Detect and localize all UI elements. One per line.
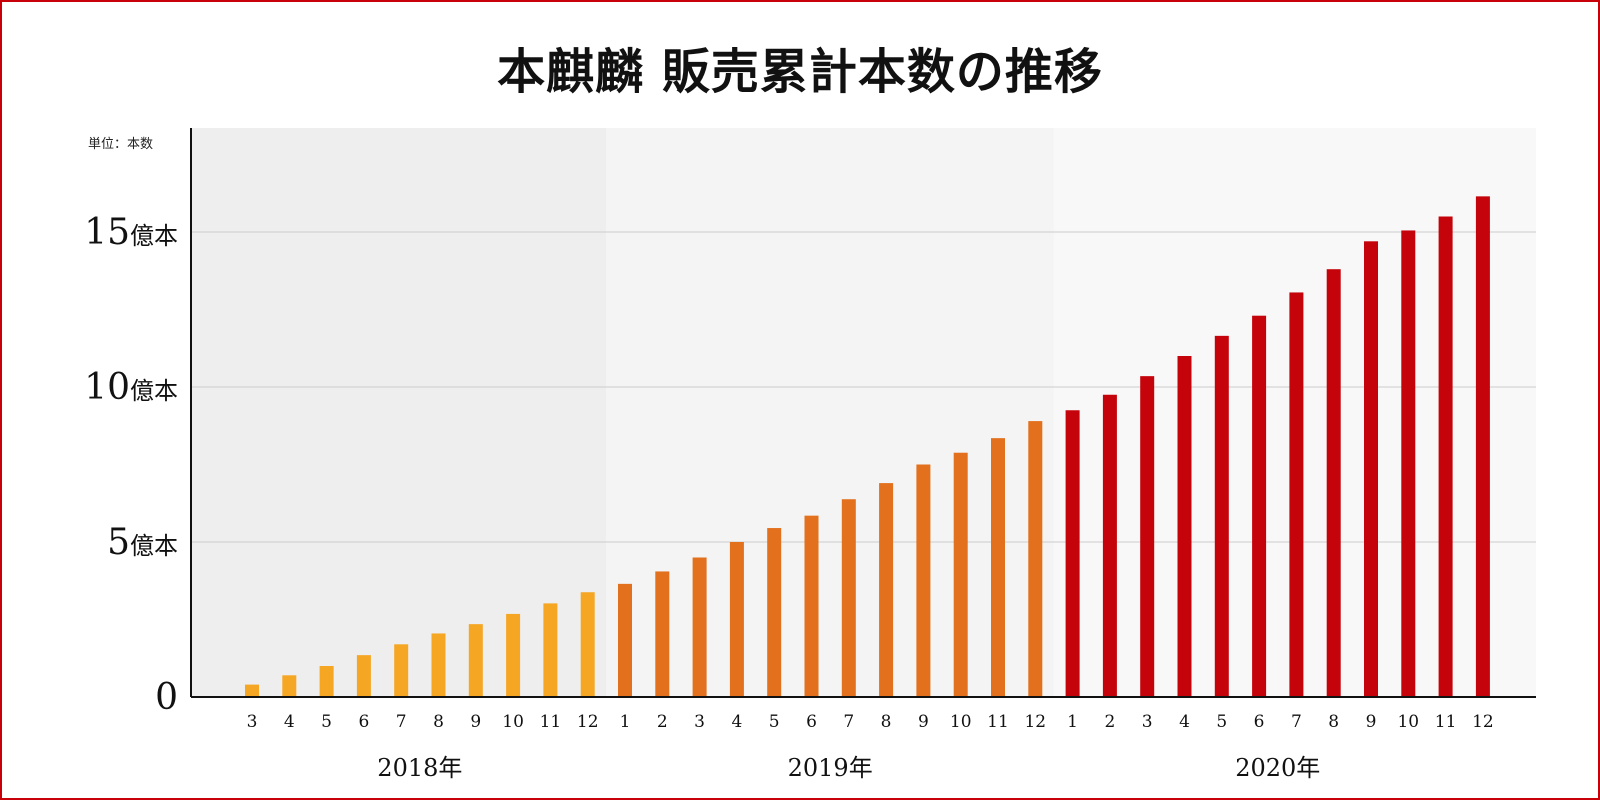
x-tick-label: 5 <box>1216 712 1227 732</box>
year-label: 2019年 <box>788 754 873 782</box>
x-tick-label: 10 <box>1397 712 1419 732</box>
bar <box>1140 376 1155 697</box>
x-tick-label: 2 <box>657 712 668 732</box>
x-tick-label: 4 <box>284 712 295 732</box>
x-tick-label: 11 <box>987 712 1009 732</box>
bar <box>767 528 782 697</box>
bar <box>692 557 707 697</box>
bar <box>804 515 819 697</box>
x-tick-label: 10 <box>502 712 524 732</box>
y-tick-label: 15億本 <box>84 212 178 253</box>
bar <box>431 633 446 697</box>
x-tick-label: 2 <box>1104 712 1115 732</box>
bar <box>543 603 558 697</box>
unit-label: 単位：本数 <box>88 137 154 152</box>
bar <box>356 655 371 697</box>
bars <box>245 196 1490 698</box>
bar <box>468 624 483 697</box>
bar <box>1028 421 1043 697</box>
gridlines <box>191 231 1536 543</box>
x-tick-label: 3 <box>1142 712 1153 732</box>
bar <box>282 675 297 697</box>
x-tick-label: 12 <box>1472 712 1494 732</box>
x-tick-label: 7 <box>1291 712 1302 732</box>
bar <box>916 464 931 697</box>
x-tick-label: 7 <box>843 712 854 732</box>
bar <box>1475 196 1490 697</box>
bar <box>1364 241 1378 698</box>
year-band <box>191 128 607 697</box>
x-tick-label: 9 <box>918 712 929 732</box>
x-tick-label: 11 <box>540 712 562 732</box>
x-tick-label: 6 <box>1254 712 1265 732</box>
year-band <box>606 128 1054 697</box>
x-tick-label: 6 <box>806 712 817 732</box>
x-tick-label: 8 <box>433 712 444 732</box>
x-tick-label: 5 <box>321 712 332 732</box>
bar <box>1102 394 1117 697</box>
x-tick-label: 3 <box>247 712 258 732</box>
bar <box>1214 335 1229 697</box>
y-tick-label: 10億本 <box>84 367 178 408</box>
x-tick-label: 1 <box>620 712 631 732</box>
x-tick-label: 1 <box>1067 712 1078 732</box>
x-tick-label: 10 <box>950 712 972 732</box>
x-tick-label: 7 <box>396 712 407 732</box>
bar <box>655 571 670 697</box>
bar <box>1252 315 1267 697</box>
bar <box>1401 230 1416 697</box>
x-tick-labels: 3 4 5 6 7 8 9 10 11 12 1 2 3 4 5 6 7 8 9 10 11 12 1 2 3 4 5 6 7 8 9 10 1… <box>247 712 1494 732</box>
bar <box>1065 410 1080 697</box>
bar <box>1177 356 1192 697</box>
x-tick-label: 8 <box>1328 712 1339 732</box>
bar <box>1438 216 1453 697</box>
bar <box>1289 292 1304 697</box>
bar <box>245 684 259 697</box>
x-tick-label: 9 <box>1366 712 1377 732</box>
bar <box>394 644 409 697</box>
chart-title: 本麒麟 販売累計本数の推移 <box>497 44 1103 100</box>
bar <box>879 483 894 697</box>
x-tick-label: 12 <box>1024 712 1046 732</box>
bar <box>506 613 521 697</box>
y-tick-label: 5億本 <box>107 522 178 563</box>
bar <box>1326 269 1341 697</box>
bar <box>580 592 595 697</box>
bar <box>991 438 1005 697</box>
bar <box>618 583 632 697</box>
year-label: 2020年 <box>1235 754 1320 782</box>
year-label: 2018年 <box>377 754 462 782</box>
x-tick-label: 6 <box>358 712 369 732</box>
x-tick-label: 12 <box>577 712 599 732</box>
bar <box>319 666 334 697</box>
x-tick-label: 8 <box>881 712 892 732</box>
x-tick-label: 4 <box>1179 712 1190 732</box>
y-tick-label: 0 <box>155 677 178 718</box>
year-labels: 2018年 2019年 2020年 <box>377 754 1320 782</box>
x-tick-label: 5 <box>769 712 780 732</box>
bar <box>841 499 856 697</box>
axes <box>190 128 1536 698</box>
y-tick-labels: 0 5億本 10億本 15億本 <box>84 212 178 718</box>
x-tick-label: 3 <box>694 712 705 732</box>
x-tick-label: 11 <box>1435 712 1457 732</box>
x-tick-label: 4 <box>731 712 742 732</box>
bar <box>729 542 744 697</box>
bar <box>953 452 968 697</box>
x-tick-label: 9 <box>470 712 481 732</box>
